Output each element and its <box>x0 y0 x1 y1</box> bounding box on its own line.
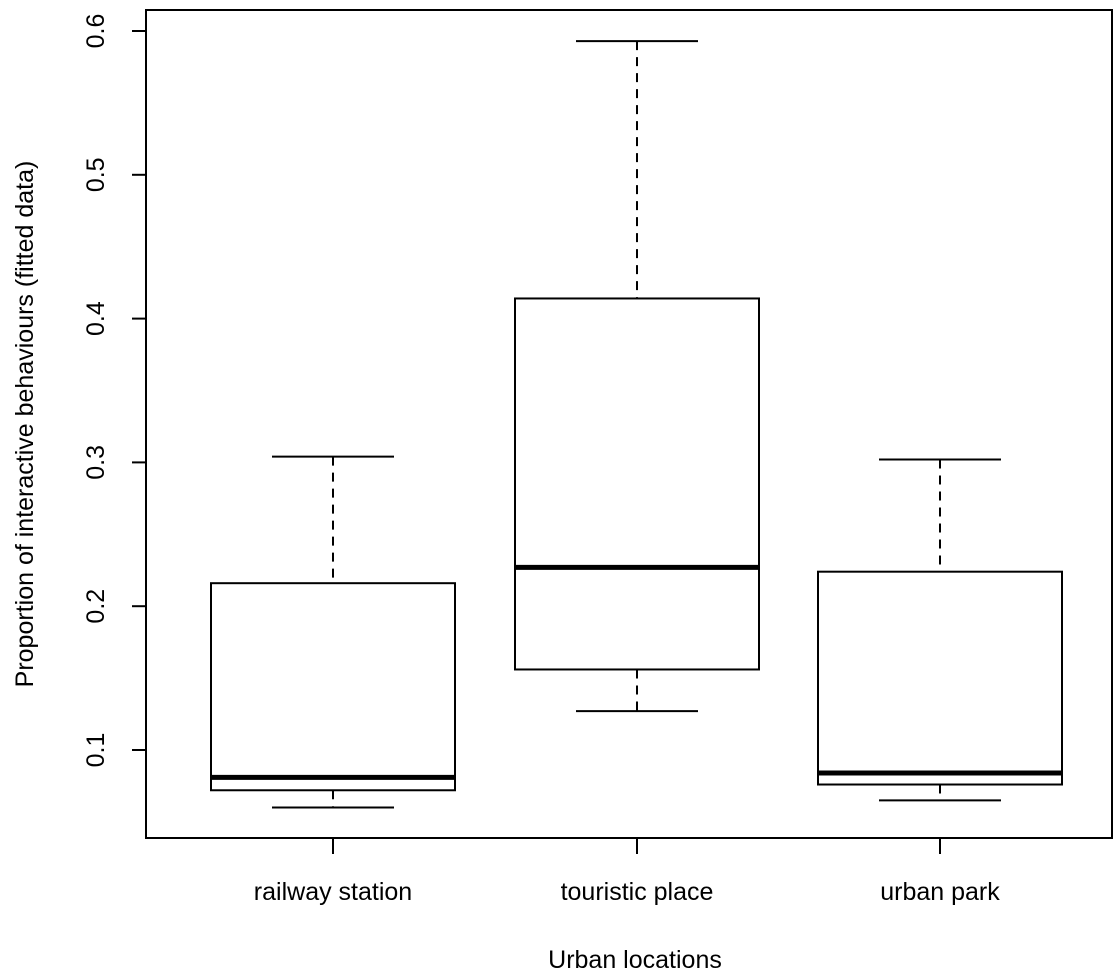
iqr-box <box>210 582 456 792</box>
iqr-box <box>514 297 760 671</box>
x-tick-label: urban park <box>880 878 1000 906</box>
iqr-box <box>817 570 1063 786</box>
y-tick-label: 0.6 <box>82 14 110 49</box>
plot-frame <box>145 9 1113 839</box>
y-axis: 0.1 0.2 0.3 0.4 0.5 0.6 <box>82 14 146 768</box>
box-urban-park <box>817 458 1063 802</box>
x-tick-label: railway station <box>254 878 412 906</box>
box-touristic-place <box>514 40 760 713</box>
y-axis-title: Proportion of interactive behaviours (fi… <box>11 161 39 688</box>
y-tick-label: 0.2 <box>82 589 110 624</box>
y-tick-label: 0.4 <box>82 301 110 336</box>
x-axis: railway station touristic place urban park <box>254 838 1000 906</box>
x-axis-title: Urban locations <box>548 946 722 974</box>
box-railway-station <box>210 455 456 809</box>
y-tick-label: 0.1 <box>82 733 110 768</box>
x-tick-label: touristic place <box>561 878 714 906</box>
y-tick-label: 0.3 <box>82 445 110 480</box>
y-tick-label: 0.5 <box>82 157 110 192</box>
boxes-group <box>210 40 1063 809</box>
